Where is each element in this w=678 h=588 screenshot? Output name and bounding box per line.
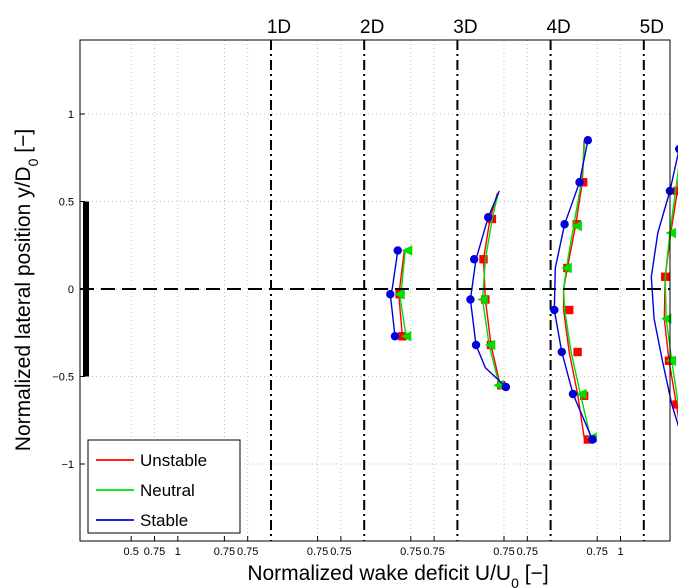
data-point <box>484 339 496 351</box>
series-line <box>481 192 500 386</box>
data-point <box>665 227 677 239</box>
data-point <box>386 290 395 299</box>
data-point <box>401 245 413 256</box>
data-point <box>400 331 412 342</box>
station-label: 2D <box>360 17 384 38</box>
data-point <box>588 435 597 444</box>
x-tick-label: 0.75 <box>307 546 328 558</box>
x-tick-label: 0.75 <box>214 546 235 558</box>
y-tick-label: 1 <box>68 109 74 121</box>
x-tick-label: 0.5 <box>124 546 139 558</box>
x-tick-label: 0.75 <box>237 546 258 558</box>
legend-label-neutral: Neutral <box>140 481 195 500</box>
series-neutral <box>394 138 678 443</box>
data-point <box>557 347 566 357</box>
x-tick-label: 0.75 <box>400 546 421 558</box>
station-label: 5D <box>640 17 664 38</box>
station-labels: 1D 2D 3D 4D 5D <box>267 17 664 38</box>
series-layer <box>386 136 678 444</box>
data-point <box>583 136 593 145</box>
data-point <box>575 178 584 187</box>
series-line <box>562 138 594 440</box>
data-point <box>469 255 479 264</box>
data-point <box>477 294 488 305</box>
legend-label-stable: Stable <box>140 511 188 530</box>
data-point <box>483 213 493 222</box>
data-point <box>576 388 587 400</box>
data-point <box>479 255 488 264</box>
data-point <box>471 340 481 350</box>
data-point <box>660 313 672 324</box>
x-tick-label: 1 <box>617 546 623 558</box>
y-tick-label: 0 <box>68 284 74 296</box>
x-tick-label: 1 <box>175 546 181 558</box>
data-point <box>393 246 402 255</box>
x-tick-label: 0.75 <box>330 546 351 558</box>
rotor-extent-bar <box>83 201 89 377</box>
x-tick-label: 0.75 <box>517 546 538 558</box>
y-tick-label: 0.5 <box>59 197 74 209</box>
data-point <box>672 400 678 409</box>
data-point <box>571 220 582 232</box>
station-lines <box>270 40 645 541</box>
data-point <box>565 305 574 315</box>
y-tick-label: −1 <box>61 459 74 471</box>
data-point <box>583 435 593 444</box>
x-tick-label: 0.75 <box>144 546 165 558</box>
data-point <box>560 220 569 229</box>
y-tick-labels: −1 −0.5 0 0.5 1 <box>52 109 74 471</box>
data-point <box>568 389 578 399</box>
x-tick-label: 0.75 <box>586 546 607 558</box>
legend-label-unstable: Unstable <box>140 451 207 470</box>
data-point <box>561 262 572 274</box>
station-label: 4D <box>546 17 570 38</box>
x-axis-label: Normalized wake deficit U/U0 [−] <box>247 562 548 588</box>
station-label: 3D <box>453 17 477 38</box>
series-unstable <box>395 140 678 444</box>
x-tick-label: 0.75 <box>493 546 514 558</box>
station-label: 1D <box>267 17 291 38</box>
x-tick-labels: 0.5 0.75 1 0.75 0.75 0.75 0.75 0.75 0.75 0.75 0.75… <box>124 546 624 558</box>
axes-box <box>79 39 671 542</box>
data-point <box>466 295 475 304</box>
data-point <box>675 144 678 154</box>
data-point <box>573 347 582 357</box>
y-axis-label: Normalized lateral position y/D0 [−] <box>12 129 41 451</box>
series-stable <box>386 136 678 444</box>
data-point <box>665 355 677 366</box>
series-line <box>650 151 678 427</box>
data-point <box>390 332 400 341</box>
axis-decorations <box>80 113 670 541</box>
data-point <box>501 382 511 392</box>
data-point <box>394 289 405 300</box>
y-tick-label: −0.5 <box>52 372 74 384</box>
x-tick-label: 0.75 <box>423 546 444 558</box>
legend-box <box>87 439 241 534</box>
legend: Unstable Neutral Stable <box>87 439 241 534</box>
data-point <box>550 305 559 315</box>
series-line <box>663 179 678 420</box>
